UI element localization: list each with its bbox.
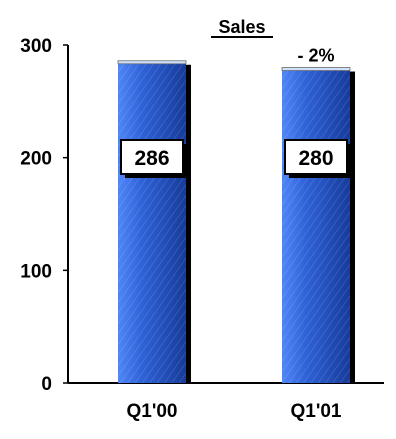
y-tick-label: 300 (20, 36, 52, 57)
value-label: 286 (134, 147, 169, 170)
bar-texture (282, 67, 350, 384)
y-tick-label: 200 (20, 149, 52, 170)
bars: 286 280 (117, 60, 355, 384)
value-label-box (284, 139, 348, 175)
bar-Q1'00 (117, 60, 191, 384)
bar-Q1'01 (281, 67, 355, 384)
bar-top-edge (281, 67, 351, 71)
value-label: 280 (298, 147, 333, 170)
x-axis-labels: Q1'00 Q1'01 (127, 401, 342, 422)
y-tick-label: 100 (20, 261, 52, 282)
chart-title: Sales (218, 17, 265, 37)
change-annotation: - 2% (297, 46, 334, 66)
annotations: - 2% (297, 46, 334, 66)
x-tick-label: Q1'00 (127, 401, 178, 422)
y-tick-label: 0 (41, 374, 52, 395)
value-label-box (120, 139, 184, 175)
x-tick-label: Q1'01 (291, 401, 342, 422)
bar-texture (118, 60, 186, 383)
bar-top-edge (117, 60, 187, 65)
